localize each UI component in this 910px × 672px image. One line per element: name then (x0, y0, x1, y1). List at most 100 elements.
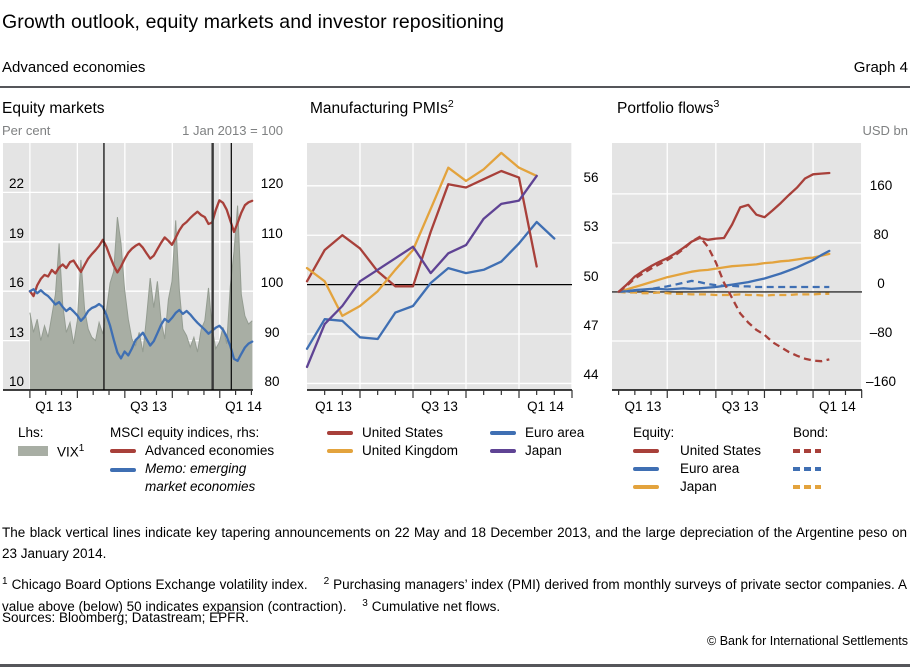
legend-item-euro-equity: Euro area (633, 460, 761, 478)
legend-item-japan: Japan (490, 442, 584, 460)
x-axis-label: Q1 14 (527, 399, 564, 414)
legend-equity-column: Equity: United States Euro area Japan (633, 424, 761, 496)
x-axis-label: Q1 14 (225, 399, 262, 414)
portfolio-flows-plot: 160 80 0 –80 –160 Q1 13 Q3 13 Q1 14 (612, 143, 896, 414)
legend-item-label: United States (362, 425, 444, 440)
y-axis-label-right: 80 (264, 374, 280, 389)
equity-markets-series-memo-emerging-market-economies-line (28, 288, 254, 363)
euro-bond-swatch (793, 467, 821, 471)
y-axis-label-right: 160 (869, 177, 893, 193)
vix-area-edge (29, 205, 253, 353)
legend-rhs-column: MSCI equity indices, rhs: Advanced econo… (110, 424, 285, 494)
y-axis-label-right: 80 (873, 226, 889, 242)
y-axis-label-right: 90 (264, 324, 280, 340)
panel-portfolio-flows: Portfolio flows3 USD bn 160 80 0 –80 –160 Q1 … (600, 96, 910, 506)
footnote-1-text: Chicago Board Options Exchange volatilit… (11, 577, 308, 592)
x-axis-label: Q3 13 (421, 399, 458, 414)
x-axis-label: Q1 13 (315, 399, 352, 414)
y-axis-label-left: 19 (7, 225, 27, 241)
legend-item-label: United Kingdom (362, 443, 459, 458)
legend-bond-column: Bond: (793, 424, 830, 496)
y-axis-label-right: 110 (261, 225, 283, 241)
japan-swatch (490, 449, 516, 453)
legend-item-label: Memo: emerging market economies (145, 461, 256, 494)
vix-label: VIX (57, 444, 79, 460)
manufacturing-pmis-series-euro-area-line (305, 220, 556, 350)
us-bond-swatch (793, 449, 821, 453)
panel-title: Portfolio flows3 (617, 98, 719, 118)
footnote-3-text: Cumulative net flows. (371, 599, 501, 615)
legend-item-label: Euro area (525, 425, 585, 440)
page-title: Growth outlook, equity markets and inves… (2, 11, 505, 33)
footnotes: 1 Chicago Board Options Exchange volatili… (2, 574, 907, 618)
legend-item-label: Euro area (680, 461, 740, 476)
united-states-swatch (327, 431, 353, 435)
legend-item-euro-area: Euro area (490, 424, 584, 442)
equity-markets-plot: 120 110 100 90 80 22 19 16 13 10 Q1 13 Q3 13 Q1 14 (3, 143, 283, 414)
manufacturing-pmis-canvas (305, 143, 573, 398)
x-axis-label: Q1 13 (624, 399, 662, 414)
portfolio-flows-series-equity-japan-line (617, 252, 831, 294)
legend-lhs-header: Lhs: (18, 425, 44, 440)
x-axis-label: Q3 13 (130, 399, 167, 414)
euro-equity-swatch (633, 467, 659, 471)
y-axis-label-right: 120 (260, 176, 284, 192)
legend-lhs-column: Lhs: VIX1 (18, 424, 84, 460)
panel-title-text: Manufacturing PMIs (310, 100, 448, 118)
legend-item-united-kingdom: United Kingdom (327, 442, 458, 460)
equity-markets-canvas (3, 143, 254, 398)
y-axis-label-right: 0 (877, 275, 885, 291)
plot-background (307, 143, 572, 390)
manufacturing-pmis-series-japan-line (305, 174, 538, 369)
y-axis-label-right: –80 (869, 324, 893, 340)
right-axis-unit: 1 Jan 2013 = 100 (182, 123, 283, 138)
legend-item-vix: VIX1 (18, 442, 84, 460)
y-axis-label-left: 10 (7, 374, 27, 389)
portfolio-flows-series-bond-united-states-line (617, 235, 830, 363)
x-axis-label: Q1 14 (818, 399, 856, 414)
right-axis-unit: USD bn (862, 123, 908, 138)
panel-title-sup: 2 (447, 98, 454, 110)
footnote-3: 3 Cumulative net flows. (362, 597, 501, 615)
panel-title: Equity markets (2, 98, 105, 118)
left-axis-unit: Per cent (2, 123, 51, 138)
legend-item-label: VIX1 (57, 440, 84, 462)
note-text: The black vertical lines indicate key ta… (2, 524, 907, 562)
portfolio-flows-canvas (612, 143, 863, 398)
portfolio-flows-series-equity-united-states-line (617, 171, 831, 294)
legend-item-emerging-markets: Memo: emerging market economies (110, 460, 285, 494)
vix-area (29, 205, 253, 390)
y-axis-label-right: 50 (583, 268, 599, 284)
legend-item-euro-bond (793, 460, 830, 478)
y-axis-label-right: 47 (583, 318, 599, 333)
manufacturing-pmis-series-united-kingdom-line (305, 151, 538, 318)
footnote-2: 2 Purchasing managers’ index (PMI) derive… (2, 575, 907, 615)
vix-footnote-sup: 1 (78, 443, 85, 455)
y-axis-label-right: 56 (583, 169, 599, 185)
euro-area-swatch (490, 431, 516, 435)
x-axis-label: Q3 13 (721, 399, 759, 414)
legend-column-1: United States United Kingdom (327, 424, 458, 460)
x-axis-label: Q1 13 (35, 399, 73, 414)
legend-item-us-bond (793, 442, 830, 460)
subtitle: Advanced economies (2, 59, 146, 76)
panel-manufacturing-pmis: Manufacturing PMIs2 56 53 50 47 44 Q1 13 Q3 13… (285, 96, 600, 506)
y-axis-label-left: 22 (7, 176, 27, 192)
y-axis-label-left: 16 (7, 275, 27, 291)
bottom-rule (0, 664, 910, 667)
japan-equity-swatch (633, 485, 659, 489)
legend-item-label: Advanced economies (145, 443, 275, 458)
legend-item-united-states: United States (327, 424, 458, 442)
top-rule (0, 86, 910, 88)
footnote-1: 1 Chicago Board Options Exchange volatili… (2, 576, 308, 593)
manufacturing-pmis-plot: 56 53 50 47 44 Q1 13 Q3 13 Q1 14 (305, 143, 599, 414)
footnote-2-sup: 2 (323, 575, 330, 587)
copyright: © Bank for International Settlements (707, 634, 908, 648)
advanced-economies-swatch (110, 449, 136, 453)
united-kingdom-swatch (327, 449, 353, 453)
y-axis-label-right: –160 (865, 374, 897, 389)
equity-markets-series-advanced-economies-line (28, 199, 254, 298)
japan-bond-swatch (793, 485, 821, 489)
footnote-3-sup: 3 (362, 597, 368, 609)
portfolio-flows-series-bond-euro-area-line (618, 279, 830, 294)
